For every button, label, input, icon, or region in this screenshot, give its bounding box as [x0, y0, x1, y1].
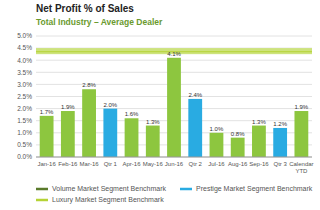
bar	[82, 89, 96, 157]
y-tick-label: 2.0%	[17, 105, 32, 112]
bar	[40, 116, 54, 157]
y-tick-label: 2.5%	[17, 93, 32, 100]
data-label: 0.8%	[231, 131, 245, 137]
bar	[146, 126, 160, 157]
data-label: 1.3%	[146, 119, 160, 125]
x-tick-label: Feb-16	[58, 161, 78, 167]
data-label: 1.7%	[40, 109, 54, 115]
bar	[252, 126, 266, 157]
legend-label: Volume Market Segment Benchmark	[52, 185, 166, 193]
x-tick-label-line: Qtr 2	[189, 161, 203, 167]
x-tick-label-line: Jun-16	[165, 161, 184, 167]
bar	[231, 138, 245, 157]
x-tick-label: Jan-16	[37, 161, 56, 167]
x-tick-label: Apr-16	[123, 161, 142, 167]
y-tick-label: 3.5%	[17, 69, 32, 76]
legend-swatch	[36, 199, 48, 202]
data-label: 2.0%	[103, 102, 117, 108]
bar	[103, 109, 117, 157]
x-tick-label: Qtr 3	[273, 161, 287, 167]
y-tick-label: 5.0%	[17, 32, 32, 39]
x-tick-label: May-16	[143, 161, 164, 167]
bar	[210, 133, 224, 157]
plot-area	[36, 48, 312, 157]
x-tick-label-line: Aug-16	[228, 161, 248, 167]
x-tick-label: Jun-16	[165, 161, 184, 167]
data-label: 1.9%	[295, 104, 309, 110]
x-tick-label-line: Feb-16	[58, 161, 78, 167]
y-tick-label: 4.5%	[17, 44, 32, 51]
x-tick-label-line: Qtr 3	[273, 161, 287, 167]
legend-swatch	[180, 188, 192, 191]
y-tick-label: 0.0%	[17, 153, 32, 160]
grid-line	[36, 157, 312, 158]
data-label: 2.4%	[188, 92, 202, 98]
x-tick-label-line: Qtr 1	[104, 161, 118, 167]
legend-label: Luxury Market Segment Benchmark	[52, 196, 164, 204]
data-label: 2.8%	[82, 82, 96, 88]
x-tick-label: Aug-16	[228, 161, 248, 167]
data-label: 1.0%	[210, 126, 224, 132]
bar	[188, 99, 202, 157]
x-tick-label: Qtr 2	[189, 161, 203, 167]
x-tick-label-line: Jul-16	[208, 161, 225, 167]
data-label: 1.6%	[125, 111, 139, 117]
bar	[167, 58, 181, 157]
x-tick-label-line: Apr-16	[123, 161, 142, 167]
x-tick-label-line: Mar-16	[80, 161, 100, 167]
grid-line	[36, 36, 312, 37]
chart: Net Profit % of Sales Total Industry – Av…	[0, 0, 320, 210]
bar	[294, 111, 308, 157]
x-tick-label: Jul-16	[208, 161, 225, 167]
y-tick-label: 4.0%	[17, 57, 32, 64]
data-label: 4.1%	[167, 51, 181, 57]
data-label: 1.2%	[273, 121, 287, 127]
x-tick-label: CalendarYTD	[289, 161, 313, 174]
legend-swatch	[36, 188, 48, 191]
x-tick-label-line: Jan-16	[37, 161, 56, 167]
x-tick-label: Sep-16	[249, 161, 269, 167]
x-tick-label: Qtr 1	[104, 161, 118, 167]
y-tick-label: 0.5%	[17, 141, 32, 148]
data-label: 1.3%	[252, 119, 266, 125]
x-tick-label: Mar-16	[80, 161, 100, 167]
bar	[273, 128, 287, 157]
x-tick-label-line: Calendar	[289, 161, 313, 167]
x-tick-label-line: Sep-16	[249, 161, 269, 167]
x-tick-label-line: May-16	[143, 161, 164, 167]
y-tick-label: 3.0%	[17, 81, 32, 88]
grid	[36, 36, 312, 157]
subtitle: Total Industry – Average Dealer	[36, 17, 163, 27]
legend: Volume Market Segment Benchmark Luxury Ma…	[36, 185, 313, 204]
x-tick-label-line: YTD	[295, 168, 308, 174]
data-label: 1.9%	[61, 104, 75, 110]
bar	[61, 111, 75, 157]
bar	[125, 118, 139, 157]
y-tick-label: 1.5%	[17, 117, 32, 124]
x-axis-line	[36, 157, 312, 158]
y-tick-label: 1.0%	[17, 129, 32, 136]
title: Net Profit % of Sales	[36, 3, 134, 14]
legend-label: Prestige Market Segment Benchmark	[196, 185, 313, 193]
